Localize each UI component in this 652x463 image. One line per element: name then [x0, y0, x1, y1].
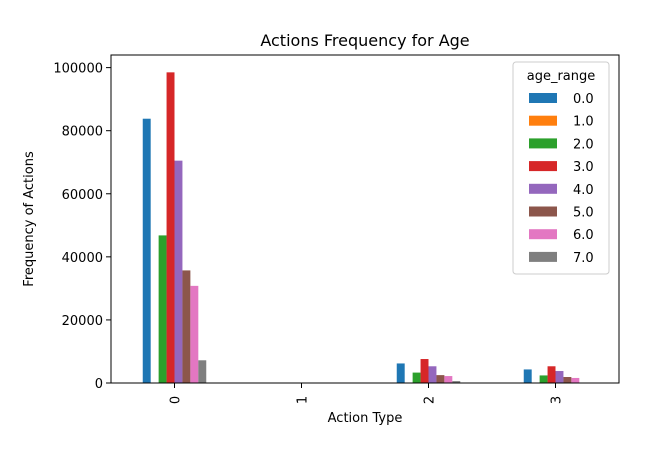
y-tick-label: 0: [95, 377, 103, 392]
bar-0.0-cat-0: [142, 118, 151, 384]
y-tick-label: 100000: [53, 62, 103, 77]
bar-3.0-cat-0: [166, 72, 175, 383]
bar-2.0-cat-0: [158, 235, 167, 383]
bars-group: [142, 72, 580, 384]
legend: age_range 0.0 1.0 2.0 3.0 4.0 5.0 6.0 7.0: [512, 61, 610, 275]
bar-5.0-cat-3: [563, 377, 572, 383]
y-tick-label: 40000: [62, 251, 103, 266]
legend-title: age_range: [527, 69, 596, 84]
bar-4.0-cat-3: [555, 371, 564, 383]
bar-0.0-cat-2: [396, 363, 405, 383]
x-tick-label: 0: [169, 396, 184, 404]
bar-2.0-cat-2: [412, 372, 421, 383]
x-tick-label: 3: [550, 396, 565, 404]
bar-2.0-cat-3: [539, 375, 548, 383]
legend-frame: [512, 61, 610, 275]
legend-swatch: [529, 161, 557, 172]
y-tick-label: 80000: [62, 125, 103, 140]
plot-frame: [110, 54, 620, 384]
chart-title: Actions Frequency for Age: [260, 31, 469, 50]
legend-label: 6.0: [573, 228, 594, 243]
legend-swatch: [529, 229, 557, 240]
legend-swatch: [529, 93, 557, 103]
legend-swatch: [529, 115, 557, 126]
legend-label: 0.0: [573, 92, 594, 107]
legend-swatch: [529, 206, 557, 217]
bar-6.0-cat-2: [444, 376, 453, 383]
bar-6.0-cat-0: [190, 285, 199, 383]
legend-label: 2.0: [573, 137, 594, 152]
legend-swatch: [529, 183, 557, 194]
y-tick-label: 60000: [62, 188, 103, 203]
legend-swatch: [529, 251, 557, 262]
legend-label: 5.0: [573, 206, 594, 221]
x-tick-label: 1: [296, 396, 311, 404]
y-tick-label: 20000: [62, 314, 103, 329]
legend-items: 0.0 1.0 2.0 3.0 4.0 5.0 6.0 7.0: [529, 92, 594, 266]
bar-5.0-cat-2: [436, 375, 445, 383]
bar-0.0-cat-3: [523, 369, 532, 383]
x-axis-label: Action Type: [328, 411, 403, 426]
bar-6.0-cat-3: [571, 377, 580, 383]
legend-swatch: [529, 138, 557, 149]
legend-label: 1.0: [573, 115, 594, 130]
legend-label: 7.0: [573, 251, 594, 266]
x-tick-label: 2: [423, 396, 438, 404]
bar-4.0-cat-2: [428, 366, 437, 383]
legend-label: 3.0: [573, 160, 594, 175]
y-axis: 0 20000 40000 60000 80000 100000: [53, 62, 111, 392]
x-axis: 0 1 2 3: [169, 383, 565, 404]
bar-3.0-cat-2: [420, 359, 429, 383]
bar-4.0-cat-0: [174, 160, 183, 383]
y-axis-label: Frequency of Actions: [22, 151, 37, 287]
legend-label: 4.0: [573, 183, 594, 198]
bar-5.0-cat-0: [182, 270, 191, 383]
bar-7.0-cat-0: [198, 360, 207, 383]
bar-7.0-cat-2: [452, 381, 461, 383]
bar-3.0-cat-3: [547, 366, 556, 383]
